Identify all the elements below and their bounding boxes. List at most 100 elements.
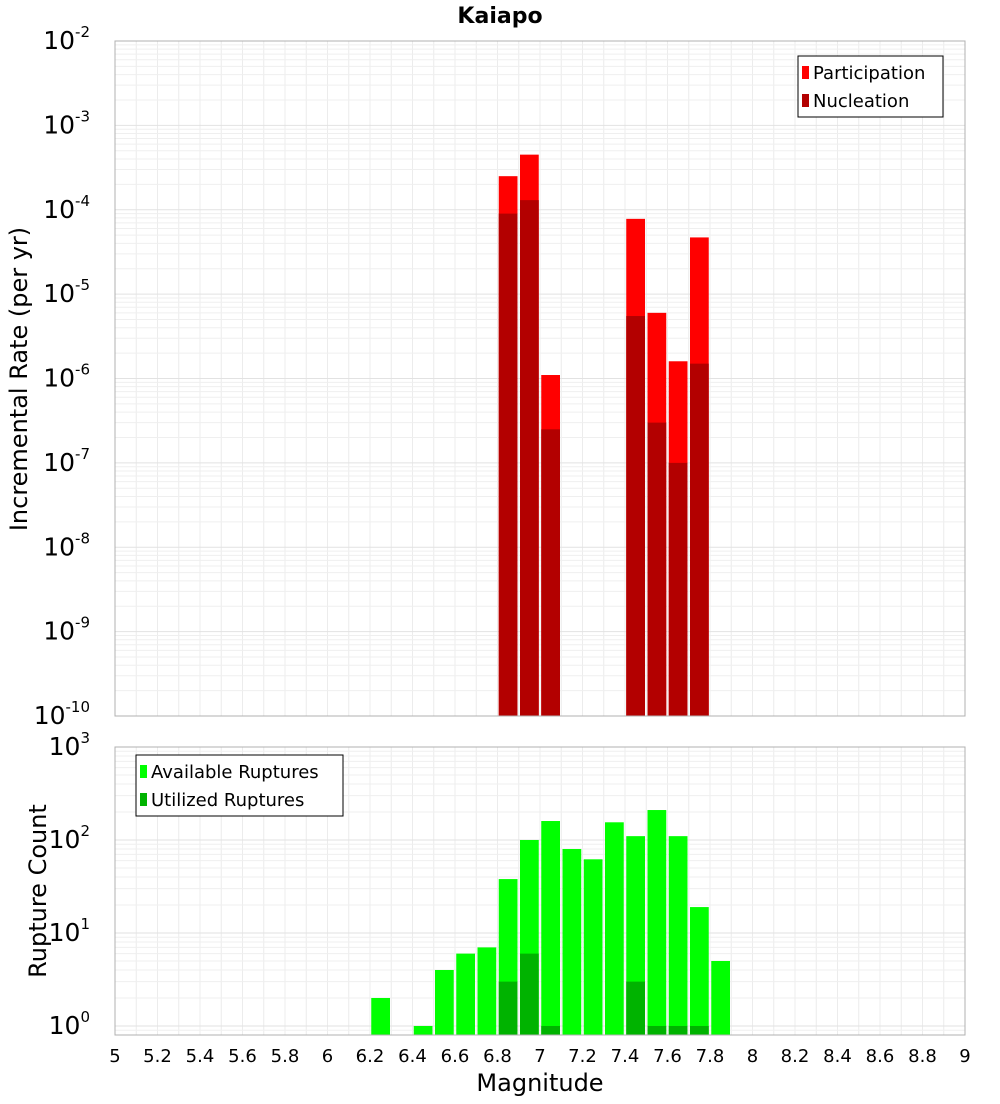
y-tick-label: 10-7 [43,445,90,477]
y-tick-base: 10 [49,1011,81,1040]
y-tick-exponent: -6 [75,361,90,379]
legend-1: Available Ruptures Utilized Ruptures [135,754,344,817]
chart-title: Kaiapo [457,4,542,29]
legend-swatch [802,94,809,107]
plot-frame-1 [114,746,966,1036]
y-tick-exponent: -3 [75,107,90,125]
bar [456,953,475,1035]
x-tick-label: 8.6 [866,1046,895,1067]
y-tick-base: 10 [43,448,75,477]
legend-swatch [140,765,147,778]
bar [413,1025,433,1035]
bar [562,849,582,1035]
legend-label: Participation [813,63,925,84]
bar [435,969,454,1035]
x-tick-label: 5 [109,1046,120,1067]
bar [371,997,390,1035]
y-tick-base: 10 [43,364,75,393]
bar [668,836,688,1035]
legend-label: Available Ruptures [151,762,319,783]
bar [520,953,539,1035]
legend-label: Nucleation [813,91,909,112]
x-tick-label: 8.2 [781,1046,810,1067]
x-tick-label: 7.2 [568,1046,597,1067]
y-tick-base: 10 [43,110,75,139]
x-tick-label: 5.2 [143,1046,172,1067]
x-axis-title: Magnitude [476,1069,603,1097]
y-tick-label: 10-2 [43,23,90,55]
x-tick-label: 5.6 [228,1046,257,1067]
bar [711,960,730,1035]
x-tick-label: 8 [747,1046,758,1067]
y-tick-label: 10-5 [43,276,90,308]
x-tick-label: 7 [534,1046,545,1067]
y-tick-exponent: -10 [66,698,91,716]
y-tick-label: 10-8 [43,529,90,561]
y-tick-exponent: -4 [75,192,90,210]
bar [520,200,539,716]
bar [690,1025,709,1035]
y-tick-label: 102 [49,822,90,854]
y-tick-exponent: 2 [80,822,90,840]
y-axis-title: Rupture Count [24,804,52,978]
legend-box [797,55,944,118]
bar [541,429,560,716]
legend-label: Utilized Ruptures [151,790,304,811]
y-tick-label: 10-6 [43,361,90,393]
y-tick-label: 103 [49,729,90,761]
y-tick-exponent: -5 [75,276,90,294]
y-tick-base: 10 [43,532,75,561]
plot-frame-0 [114,40,966,717]
x-tick-label: 8.4 [823,1046,852,1067]
y-tick-exponent: 1 [80,915,90,933]
series-bars-1-1 [498,953,709,1035]
bar [541,1025,560,1035]
y-tick-base: 10 [49,825,81,854]
y-tick-exponent: 0 [80,1008,90,1026]
bar [668,462,688,716]
bar [690,907,709,1035]
y-tick-label: 100 [49,1008,90,1040]
y-tick-base: 10 [43,195,75,224]
bar [647,1025,667,1035]
bar [647,810,667,1035]
y-tick-exponent: -8 [75,529,90,547]
y-tick-label: 10-4 [43,192,90,224]
y-tick-base: 10 [43,617,75,646]
x-tick-label: 8.8 [908,1046,937,1067]
x-tick-label: 7.4 [611,1046,640,1067]
x-tick-label: 5.4 [186,1046,215,1067]
y-tick-label: 10-3 [43,107,90,139]
bar [626,981,645,1035]
x-tick-label: 6.4 [398,1046,427,1067]
bar [668,1025,688,1035]
bar [626,316,645,716]
bar [498,981,518,1035]
x-tick-label: 6.8 [483,1046,512,1067]
x-tick-label: 9 [959,1046,970,1067]
x-tick-label: 7.8 [696,1046,725,1067]
y-tick-label: 101 [49,915,90,947]
bar [690,363,709,716]
bar [605,822,624,1035]
x-tick-label: 6.2 [356,1046,385,1067]
series-bars-0-1 [498,200,709,717]
x-tick-label: 5.8 [271,1046,300,1067]
y-tick-label: 10-10 [34,698,90,730]
y-tick-base: 10 [43,26,75,55]
grid-lines-0 [114,40,966,717]
legend-0: Participation Nucleation [797,55,944,118]
y-tick-exponent: 3 [80,729,90,747]
x-tick-label: 6 [322,1046,333,1067]
y-tick-base: 10 [49,918,81,947]
y-tick-exponent: -9 [75,614,90,632]
y-tick-exponent: -7 [75,445,90,463]
y-tick-label: 10-9 [43,614,90,646]
x-tick-label: 6.6 [441,1046,470,1067]
bar [541,821,560,1035]
bar [647,422,667,716]
bar [498,213,518,717]
y-axis-title: Incremental Rate (per yr) [5,227,33,531]
